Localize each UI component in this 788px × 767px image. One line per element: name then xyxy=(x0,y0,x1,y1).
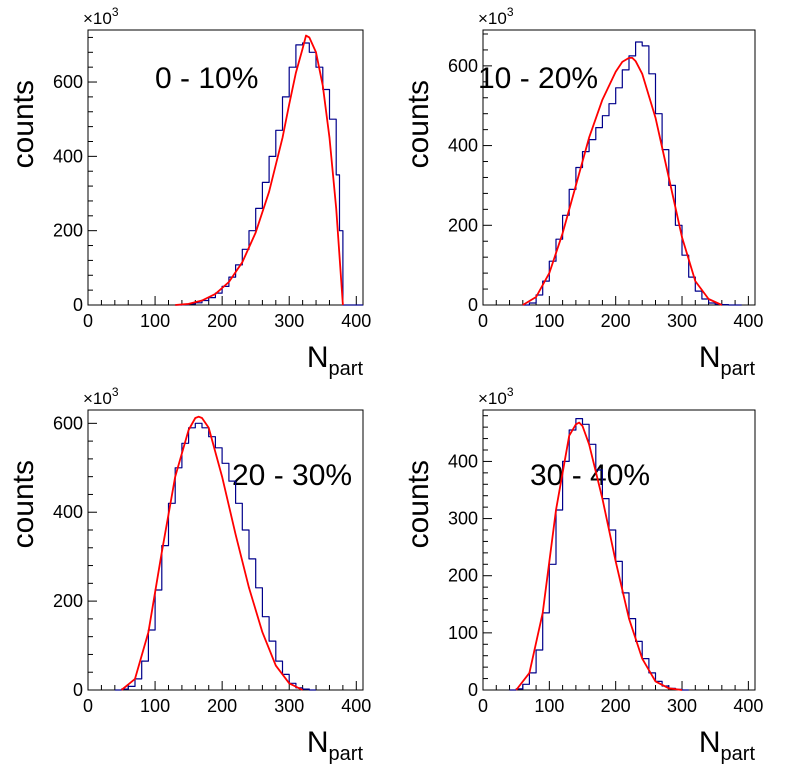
y-multiplier-label: ×103 xyxy=(478,385,514,408)
x-axis-title-sub: part xyxy=(329,358,364,380)
x-axis-title-main: N xyxy=(307,726,329,759)
x-axis-title: Npart xyxy=(307,341,364,380)
x-tick-label: 100 xyxy=(534,696,564,716)
fit-curve xyxy=(175,34,344,306)
fit-curve xyxy=(120,415,304,691)
plot-frame xyxy=(482,29,756,306)
y-axis-title: counts xyxy=(402,80,435,168)
y-multiplier-label: ×103 xyxy=(478,5,514,28)
y-tick-label: 0 xyxy=(73,295,83,315)
centrality-label: 20 - 30% xyxy=(232,459,352,492)
centrality-label: 0 - 10% xyxy=(155,62,258,95)
y-tick-label: 300 xyxy=(448,509,478,529)
y-tick-label: 0 xyxy=(468,680,478,700)
y-axis-title: counts xyxy=(402,460,435,548)
x-tick-label: 0 xyxy=(83,311,93,331)
y-multiplier-base: ×10 xyxy=(478,389,507,408)
x-tick-label: 200 xyxy=(207,311,237,331)
x-tick-label: 300 xyxy=(667,696,697,716)
y-tick-label: 100 xyxy=(448,623,478,643)
y-multiplier-exp: 3 xyxy=(112,5,119,19)
x-axis-title-main: N xyxy=(699,726,721,759)
y-tick-label: 200 xyxy=(53,221,83,241)
y-tick-label: 600 xyxy=(448,56,478,76)
y-multiplier-base: ×10 xyxy=(83,9,112,28)
x-tick-label: 100 xyxy=(534,311,564,331)
plot-frame xyxy=(482,409,756,691)
y-tick-label: 400 xyxy=(448,451,478,471)
y-multiplier-base: ×10 xyxy=(478,9,507,28)
x-tick-label: 200 xyxy=(601,311,631,331)
x-tick-label: 400 xyxy=(733,311,763,331)
x-tick-label: 300 xyxy=(274,311,304,331)
x-tick-label: 200 xyxy=(207,696,237,716)
y-multiplier-exp: 3 xyxy=(507,5,514,19)
y-tick-label: 200 xyxy=(448,566,478,586)
fit-curve xyxy=(515,421,683,691)
panel-top-left: 0 100 200 300 400 0 200 400 600 ×103 counts Npart 0 … xyxy=(7,5,371,380)
y-tick-label: 0 xyxy=(468,295,478,315)
x-tick-label: 0 xyxy=(478,311,488,331)
x-tick-label: 0 xyxy=(478,696,488,716)
y-multiplier-label: ×103 xyxy=(83,5,119,28)
x-tick-label: 100 xyxy=(140,696,170,716)
x-axis-title-sub: part xyxy=(721,743,756,765)
x-axis-title-main: N xyxy=(699,341,721,374)
y-multiplier-exp: 3 xyxy=(507,385,514,399)
x-tick-label: 400 xyxy=(341,311,371,331)
fit-curve xyxy=(522,57,723,306)
y-tick-label: 200 xyxy=(448,215,478,235)
y-tick-label: 200 xyxy=(53,591,83,611)
panel-bottom-right: 0 100 200 300 400 0 100 200 300 400 ×103 counts Npar… xyxy=(402,385,763,765)
x-tick-label: 300 xyxy=(274,696,304,716)
y-tick-label: 600 xyxy=(53,72,83,92)
x-axis-title-main: N xyxy=(307,341,329,374)
x-tick-label: 0 xyxy=(83,696,93,716)
x-tick-label: 400 xyxy=(733,696,763,716)
plot-frame xyxy=(87,29,364,306)
x-tick-label: 100 xyxy=(140,311,170,331)
panel-bottom-left: 0 100 200 300 400 0 200 400 600×103 counts Npart 20… xyxy=(7,385,371,765)
y-multiplier-label: ×103 xyxy=(83,385,119,408)
y-axis-title: counts xyxy=(7,460,40,548)
y-tick-label: 400 xyxy=(448,136,478,156)
x-tick-label: 300 xyxy=(667,311,697,331)
x-tick-label: 200 xyxy=(601,696,631,716)
centrality-label: 30 - 40% xyxy=(530,459,650,492)
x-axis-title: Npart xyxy=(699,341,756,380)
centrality-label: 10 - 20% xyxy=(478,62,598,95)
plot-frame xyxy=(87,409,364,691)
y-axis-title: counts xyxy=(7,80,40,168)
y-multiplier-base: ×10 xyxy=(83,389,112,408)
y-tick-label: 400 xyxy=(53,502,83,522)
x-axis-title: Npart xyxy=(307,726,364,765)
y-multiplier-exp: 3 xyxy=(112,385,119,399)
x-axis-title-sub: part xyxy=(329,743,364,765)
x-axis-title-sub: part xyxy=(721,358,756,380)
panel-top-right: 0 100 200 300 400 0 200 400 600 ×103 counts Npart 10… xyxy=(402,5,763,380)
y-tick-label: 0 xyxy=(73,680,83,700)
y-tick-label: 600 xyxy=(53,413,83,433)
x-tick-label: 400 xyxy=(341,696,371,716)
y-tick-label: 400 xyxy=(53,146,83,166)
histogram-series xyxy=(175,42,363,306)
x-axis-title: Npart xyxy=(699,726,756,765)
